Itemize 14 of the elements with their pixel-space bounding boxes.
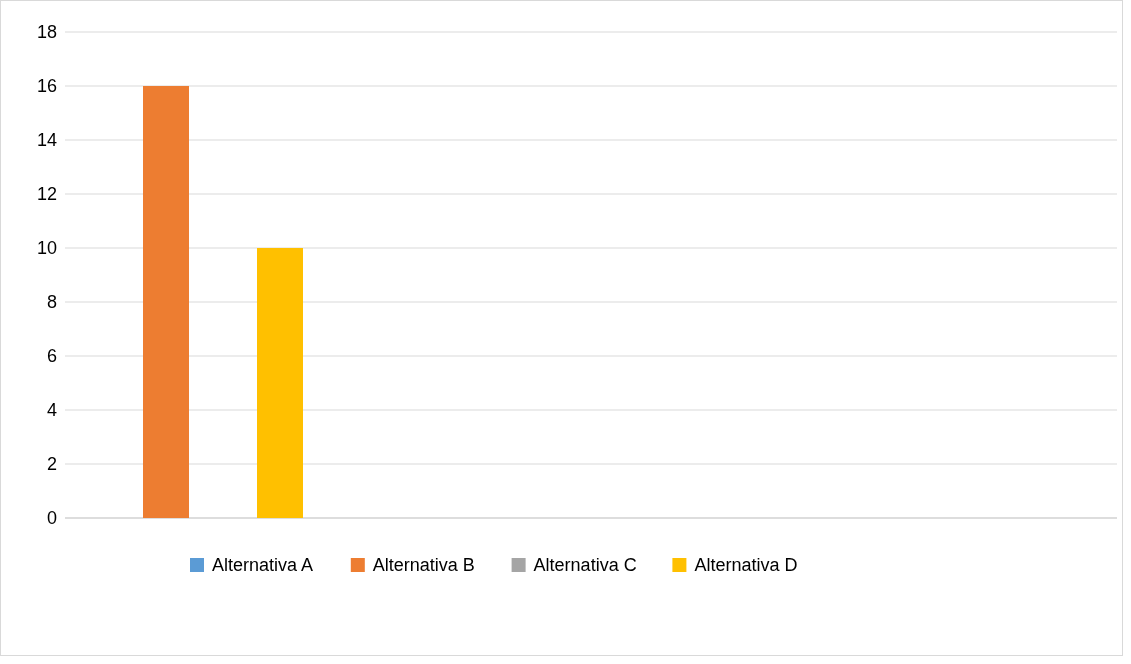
legend-label: Alternativa C — [533, 555, 637, 576]
y-tick-label: 16 — [36, 76, 57, 97]
y-tick-label: 4 — [46, 400, 57, 421]
y-tick-label: 12 — [36, 184, 57, 205]
legend-label: Alternativa D — [694, 555, 798, 576]
y-tick-label: 10 — [36, 238, 57, 259]
y-tick-label: 18 — [36, 22, 57, 43]
y-tick-label: 0 — [46, 508, 57, 529]
legend-label: Alternativa A — [212, 555, 314, 576]
y-tick-label: 8 — [46, 292, 57, 313]
y-tick-label: 2 — [46, 454, 57, 475]
y-tick-label: 6 — [46, 346, 57, 367]
legend-label: Alternativa B — [372, 555, 475, 576]
y-tick-label: 14 — [36, 130, 57, 151]
